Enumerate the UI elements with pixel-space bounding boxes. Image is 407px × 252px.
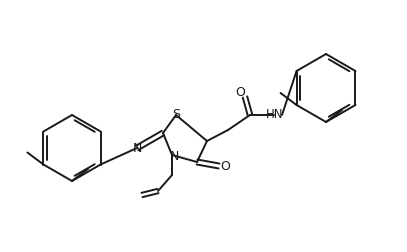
Text: HN: HN [266,109,284,121]
Text: S: S [172,108,180,120]
Text: O: O [220,160,230,173]
Text: N: N [132,142,142,154]
Text: N: N [169,150,179,164]
Text: O: O [235,85,245,99]
